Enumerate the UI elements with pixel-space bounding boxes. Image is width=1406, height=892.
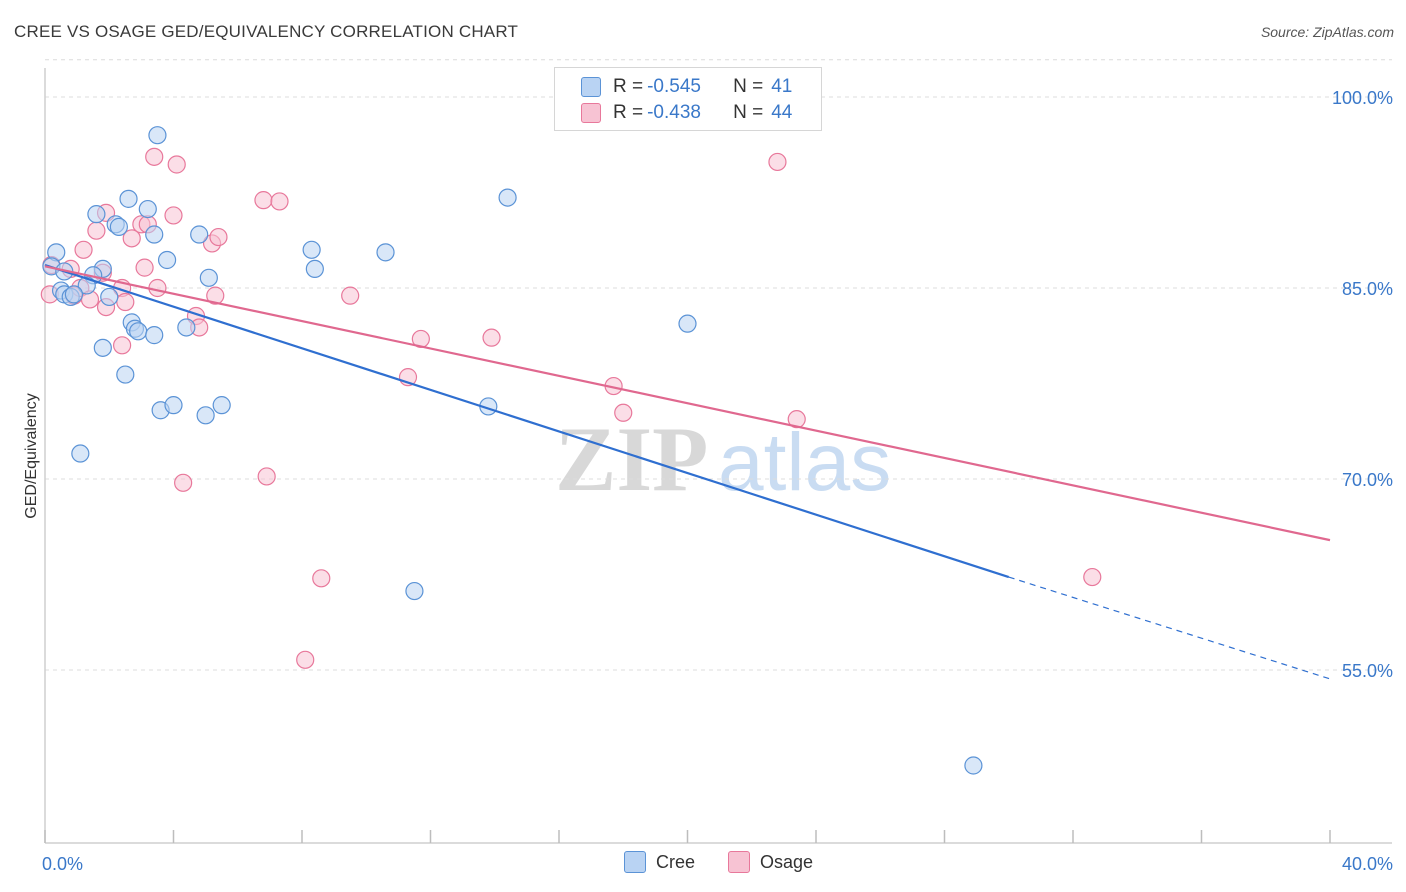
osage-point [482,328,501,347]
osage-n-value: 44 [771,102,793,123]
osage-swatch [581,103,601,123]
cree-n-value: 41 [771,76,793,97]
cree-point [77,276,96,295]
cree-point [196,406,215,425]
legend-row-osage: R = -0.438 N = 44 [581,100,792,126]
cree-point [119,189,138,208]
osage-point [270,192,289,211]
osage-point [768,152,787,172]
cree-point [199,268,218,287]
cree-point [177,318,196,337]
chart-title: CREE VS OSAGE GED/EQUIVALENCY CORRELATIO… [14,22,519,41]
osage-point [112,336,132,355]
cree-point [190,225,209,244]
cree-point [405,581,424,601]
cree-legend-swatch [624,851,646,873]
source-label: Source: ZipAtlas.com [1260,24,1394,40]
cree-swatch [581,77,601,97]
osage-point [74,240,93,259]
osage-point [122,229,141,248]
cree-point [964,756,983,775]
x-tick-label: 0.0% [42,854,83,874]
cree-point [212,396,231,415]
cree-n-label: N = [733,76,764,97]
cree-point [157,250,177,270]
osage-point [254,191,273,210]
watermark-atlas: atlas [718,417,891,508]
cree-legend-label: Cree [656,851,696,872]
cree-point [376,243,395,262]
cree-point [164,396,183,415]
series-legend: Cree Osage [0,851,1406,877]
cree-r-value: -0.545 [647,76,701,97]
osage-point [145,147,164,166]
osage-point [116,292,135,312]
osage-point [614,403,633,422]
osage-r-value: -0.438 [647,102,701,123]
cree-trend-extension [1008,576,1331,680]
cree-point [129,322,148,341]
y-tick-label: 70.0% [1342,470,1393,490]
osage-point [174,473,193,492]
cree-point [145,225,164,244]
osage-point [87,221,106,240]
osage-point [296,650,315,669]
osage-point [787,410,806,429]
stats-legend: R = -0.545 N = 41 R = -0.438 N = 44 [554,67,822,131]
x-tick-label: 40.0% [1342,854,1393,874]
cree-point [71,444,90,463]
watermark-zip: ZIP [555,408,708,510]
y-tick-label: 100.0% [1332,88,1393,108]
osage-point [341,286,360,305]
osage-point [209,227,228,247]
cree-point [148,126,167,145]
cree-point [64,285,84,304]
cree-point [498,188,517,207]
osage-legend-label: Osage [760,851,814,872]
osage-point [257,467,276,486]
cree-trend-line [44,264,1010,579]
y-tick-label: 55.0% [1342,661,1393,681]
cree-point [93,338,112,357]
cree-point [138,199,157,219]
osage-point [312,569,331,588]
osage-legend-swatch [728,851,750,873]
cree-point [109,217,128,236]
osage-point [164,206,183,225]
cree-point [678,314,697,333]
series-legend-osage[interactable]: Osage [728,851,813,873]
cree-point [116,365,135,384]
legend-row-cree: R = -0.545 N = 41 [581,74,792,100]
cree-point [145,326,164,345]
cree-point [87,205,106,224]
osage-trend-line [44,265,1331,542]
osage-r-label: R = [613,102,644,123]
osage-point [1083,567,1102,587]
osage-n-label: N = [733,102,764,123]
cree-point [302,240,321,259]
cree-point [305,259,324,278]
osage-point [135,258,154,277]
osage-point [167,155,186,174]
cree-r-label: R = [613,76,644,97]
series-legend-cree[interactable]: Cree [624,851,695,873]
y-tick-label: 85.0% [1342,279,1393,299]
y-axis-label: GED/Equivalency [23,393,40,518]
cree-point [100,287,119,307]
osage-point [206,286,225,305]
